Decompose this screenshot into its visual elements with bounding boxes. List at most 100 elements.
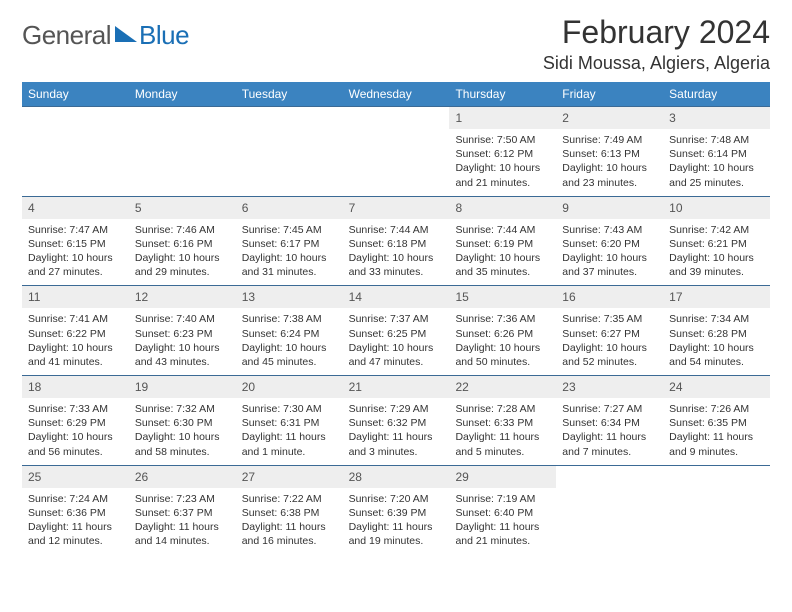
day-number: 10 (663, 197, 770, 219)
day-details: Sunrise: 7:44 AMSunset: 6:18 PMDaylight:… (343, 219, 450, 280)
day-cell: 8Sunrise: 7:44 AMSunset: 6:19 PMDaylight… (449, 197, 556, 286)
sunrise-text: Sunrise: 7:47 AM (28, 223, 123, 237)
sunset-text: Sunset: 6:25 PM (349, 327, 444, 341)
sunset-text: Sunset: 6:36 PM (28, 506, 123, 520)
sunset-text: Sunset: 6:16 PM (135, 237, 230, 251)
sunset-text: Sunset: 6:26 PM (455, 327, 550, 341)
sunset-text: Sunset: 6:23 PM (135, 327, 230, 341)
weekday-header-cell: Wednesday (343, 82, 450, 106)
day-details: Sunrise: 7:34 AMSunset: 6:28 PMDaylight:… (663, 308, 770, 369)
sunrise-text: Sunrise: 7:37 AM (349, 312, 444, 326)
day-number (129, 107, 236, 129)
day-details: Sunrise: 7:43 AMSunset: 6:20 PMDaylight:… (556, 219, 663, 280)
day-number: 8 (449, 197, 556, 219)
sunrise-text: Sunrise: 7:42 AM (669, 223, 764, 237)
day-number: 12 (129, 286, 236, 308)
sunrise-text: Sunrise: 7:19 AM (455, 492, 550, 506)
sunset-text: Sunset: 6:34 PM (562, 416, 657, 430)
daylight-text: Daylight: 11 hours and 3 minutes. (349, 430, 444, 458)
day-details: Sunrise: 7:35 AMSunset: 6:27 PMDaylight:… (556, 308, 663, 369)
daylight-text: Daylight: 10 hours and 35 minutes. (455, 251, 550, 279)
sunrise-text: Sunrise: 7:40 AM (135, 312, 230, 326)
sunrise-text: Sunrise: 7:44 AM (455, 223, 550, 237)
day-cell: 5Sunrise: 7:46 AMSunset: 6:16 PMDaylight… (129, 197, 236, 286)
day-details: Sunrise: 7:26 AMSunset: 6:35 PMDaylight:… (663, 398, 770, 459)
daylight-text: Daylight: 11 hours and 1 minute. (242, 430, 337, 458)
daylight-text: Daylight: 10 hours and 41 minutes. (28, 341, 123, 369)
day-number (343, 107, 450, 129)
sunrise-text: Sunrise: 7:34 AM (669, 312, 764, 326)
day-cell (236, 107, 343, 196)
day-number: 1 (449, 107, 556, 129)
day-number: 18 (22, 376, 129, 398)
day-cell: 28Sunrise: 7:20 AMSunset: 6:39 PMDayligh… (343, 466, 450, 555)
sunset-text: Sunset: 6:18 PM (349, 237, 444, 251)
sunset-text: Sunset: 6:17 PM (242, 237, 337, 251)
sunrise-text: Sunrise: 7:35 AM (562, 312, 657, 326)
week-row: 18Sunrise: 7:33 AMSunset: 6:29 PMDayligh… (22, 375, 770, 465)
daylight-text: Daylight: 10 hours and 29 minutes. (135, 251, 230, 279)
logo-text-gray: General (22, 20, 111, 51)
day-cell: 20Sunrise: 7:30 AMSunset: 6:31 PMDayligh… (236, 376, 343, 465)
day-number: 29 (449, 466, 556, 488)
weekday-header-cell: Saturday (663, 82, 770, 106)
day-number: 21 (343, 376, 450, 398)
day-cell: 1Sunrise: 7:50 AMSunset: 6:12 PMDaylight… (449, 107, 556, 196)
day-cell: 19Sunrise: 7:32 AMSunset: 6:30 PMDayligh… (129, 376, 236, 465)
sunrise-text: Sunrise: 7:24 AM (28, 492, 123, 506)
weekday-header-cell: Tuesday (236, 82, 343, 106)
sunrise-text: Sunrise: 7:22 AM (242, 492, 337, 506)
day-number: 11 (22, 286, 129, 308)
week-row: 4Sunrise: 7:47 AMSunset: 6:15 PMDaylight… (22, 196, 770, 286)
logo: General Blue (22, 20, 189, 51)
day-number: 17 (663, 286, 770, 308)
sunrise-text: Sunrise: 7:41 AM (28, 312, 123, 326)
day-cell: 6Sunrise: 7:45 AMSunset: 6:17 PMDaylight… (236, 197, 343, 286)
day-number: 25 (22, 466, 129, 488)
weekday-header-cell: Friday (556, 82, 663, 106)
sunrise-text: Sunrise: 7:48 AM (669, 133, 764, 147)
logo-text-blue: Blue (139, 20, 189, 51)
sunrise-text: Sunrise: 7:23 AM (135, 492, 230, 506)
calendar-page: General Blue February 2024 Sidi Moussa, … (0, 0, 792, 564)
daylight-text: Daylight: 10 hours and 39 minutes. (669, 251, 764, 279)
weekday-header-cell: Sunday (22, 82, 129, 106)
daylight-text: Daylight: 10 hours and 31 minutes. (242, 251, 337, 279)
day-cell: 12Sunrise: 7:40 AMSunset: 6:23 PMDayligh… (129, 286, 236, 375)
sunset-text: Sunset: 6:40 PM (455, 506, 550, 520)
sunset-text: Sunset: 6:28 PM (669, 327, 764, 341)
daylight-text: Daylight: 11 hours and 19 minutes. (349, 520, 444, 548)
day-details: Sunrise: 7:49 AMSunset: 6:13 PMDaylight:… (556, 129, 663, 190)
daylight-text: Daylight: 11 hours and 21 minutes. (455, 520, 550, 548)
month-title: February 2024 (543, 14, 770, 51)
day-details: Sunrise: 7:47 AMSunset: 6:15 PMDaylight:… (22, 219, 129, 280)
daylight-text: Daylight: 10 hours and 21 minutes. (455, 161, 550, 189)
daylight-text: Daylight: 11 hours and 12 minutes. (28, 520, 123, 548)
day-details: Sunrise: 7:19 AMSunset: 6:40 PMDaylight:… (449, 488, 556, 549)
day-number: 7 (343, 197, 450, 219)
sunrise-text: Sunrise: 7:50 AM (455, 133, 550, 147)
daylight-text: Daylight: 11 hours and 16 minutes. (242, 520, 337, 548)
day-details: Sunrise: 7:42 AMSunset: 6:21 PMDaylight:… (663, 219, 770, 280)
day-details: Sunrise: 7:40 AMSunset: 6:23 PMDaylight:… (129, 308, 236, 369)
daylight-text: Daylight: 11 hours and 9 minutes. (669, 430, 764, 458)
sunset-text: Sunset: 6:38 PM (242, 506, 337, 520)
day-number: 4 (22, 197, 129, 219)
day-number: 26 (129, 466, 236, 488)
daylight-text: Daylight: 10 hours and 47 minutes. (349, 341, 444, 369)
day-cell: 7Sunrise: 7:44 AMSunset: 6:18 PMDaylight… (343, 197, 450, 286)
sunset-text: Sunset: 6:32 PM (349, 416, 444, 430)
day-cell (343, 107, 450, 196)
day-number: 6 (236, 197, 343, 219)
day-cell: 18Sunrise: 7:33 AMSunset: 6:29 PMDayligh… (22, 376, 129, 465)
day-details: Sunrise: 7:50 AMSunset: 6:12 PMDaylight:… (449, 129, 556, 190)
logo-triangle-icon (115, 26, 137, 42)
day-cell (556, 466, 663, 555)
day-number (236, 107, 343, 129)
weekday-header-cell: Thursday (449, 82, 556, 106)
day-cell: 29Sunrise: 7:19 AMSunset: 6:40 PMDayligh… (449, 466, 556, 555)
sunrise-text: Sunrise: 7:26 AM (669, 402, 764, 416)
daylight-text: Daylight: 11 hours and 7 minutes. (562, 430, 657, 458)
sunrise-text: Sunrise: 7:38 AM (242, 312, 337, 326)
day-number: 2 (556, 107, 663, 129)
